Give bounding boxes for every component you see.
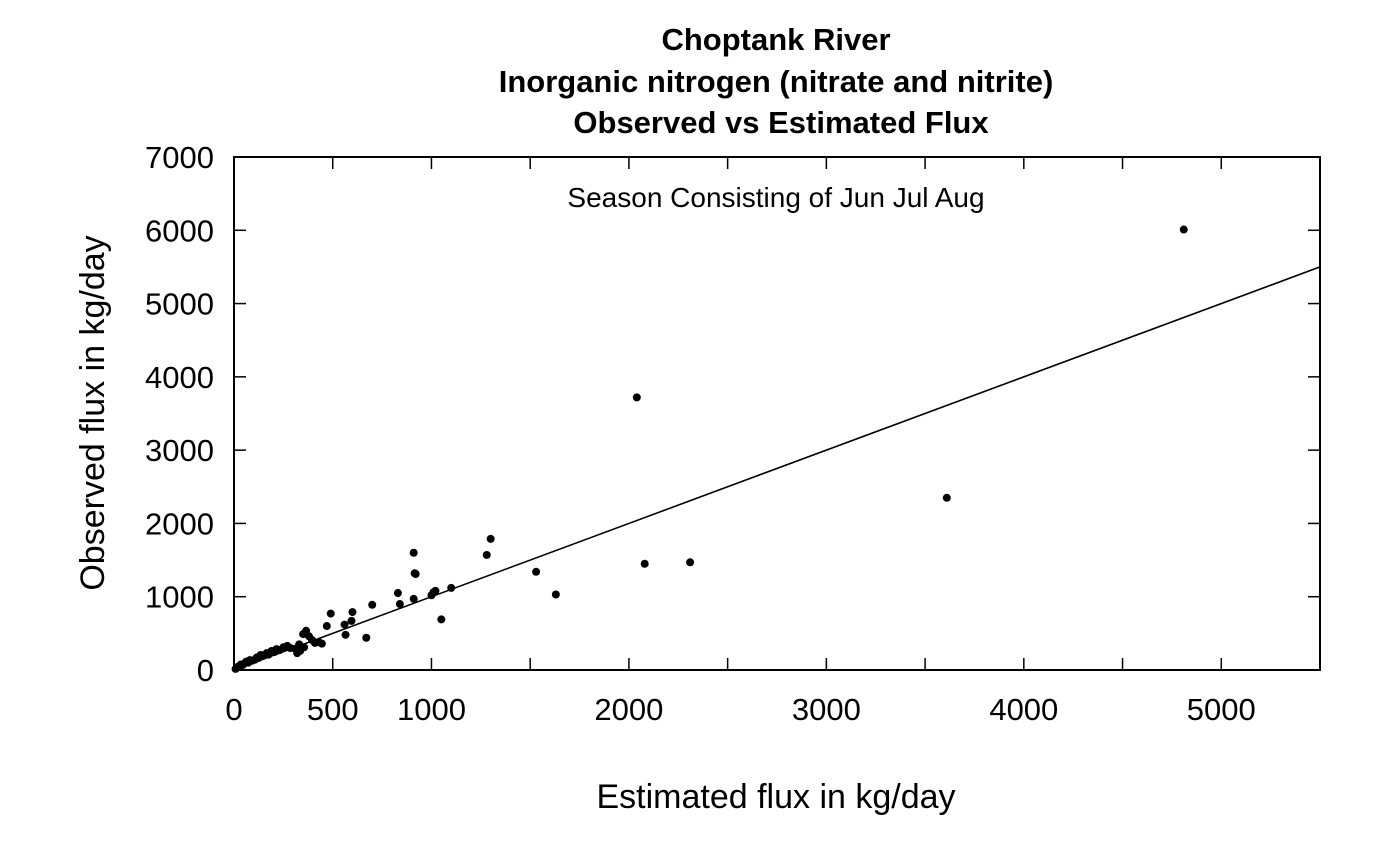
y-tick-label: 6000 [145,213,214,248]
data-point [393,589,402,598]
y-tick-label: 1000 [145,580,214,615]
data-point [640,559,649,568]
data-point [340,620,349,629]
data-point [395,600,404,609]
data-point [532,567,541,576]
data-point [632,393,641,402]
data-point [362,633,371,642]
data-point [551,590,560,599]
y-tick-label: 5000 [145,287,214,322]
x-tick-label: 1000 [397,692,466,727]
data-point [322,622,331,631]
one-to-one-line [233,266,1321,671]
x-tick-label: 5000 [1187,692,1256,727]
x-tick-label: 4000 [989,692,1058,727]
season-annotation: Season Consisting of Jun Jul Aug [567,182,984,213]
data-point [431,586,440,595]
y-tick-label: 0 [197,653,214,688]
data-point [486,534,495,543]
y-tick-label: 4000 [145,360,214,395]
data-point [942,493,951,502]
data-point [317,639,326,648]
data-points [231,225,1188,673]
x-tick-label: 500 [307,692,359,727]
data-point [437,615,446,624]
data-point [686,558,695,567]
x-tick-label: 0 [225,692,242,727]
x-tick-label: 3000 [792,692,861,727]
plot-frame [233,156,1321,671]
y-tick-label: 2000 [145,506,214,541]
data-point [300,643,309,652]
y-tick-label: 7000 [145,140,214,175]
chart-title: Choptank River Inorganic nitrogen (nitra… [499,22,1054,140]
data-point [326,609,335,618]
data-point [447,583,456,592]
data-point [341,630,350,639]
data-point [411,569,420,578]
data-point [482,550,491,559]
chart-title-line-1: Choptank River [661,22,890,57]
data-point [368,600,377,609]
y-tick-label: 3000 [145,433,214,468]
chart-title-line-2: Inorganic nitrogen (nitrate and nitrite) [499,64,1054,99]
data-point [348,608,357,617]
y-axis: 0 1000 2000 3000 4000 5000 6000 7000 [145,140,1320,688]
chart-title-line-3: Observed vs Estimated Flux [573,105,989,140]
data-point [1179,225,1188,234]
x-tick-label: 2000 [594,692,663,727]
y-axis-title: Observed flux in kg/day [74,235,112,590]
data-point [409,594,418,603]
x-axis: 0 500 1000 2000 3000 4000 5000 [225,157,1321,727]
x-axis-title: Estimated flux in kg/day [596,778,955,816]
data-point [347,616,356,625]
data-point [409,548,418,557]
